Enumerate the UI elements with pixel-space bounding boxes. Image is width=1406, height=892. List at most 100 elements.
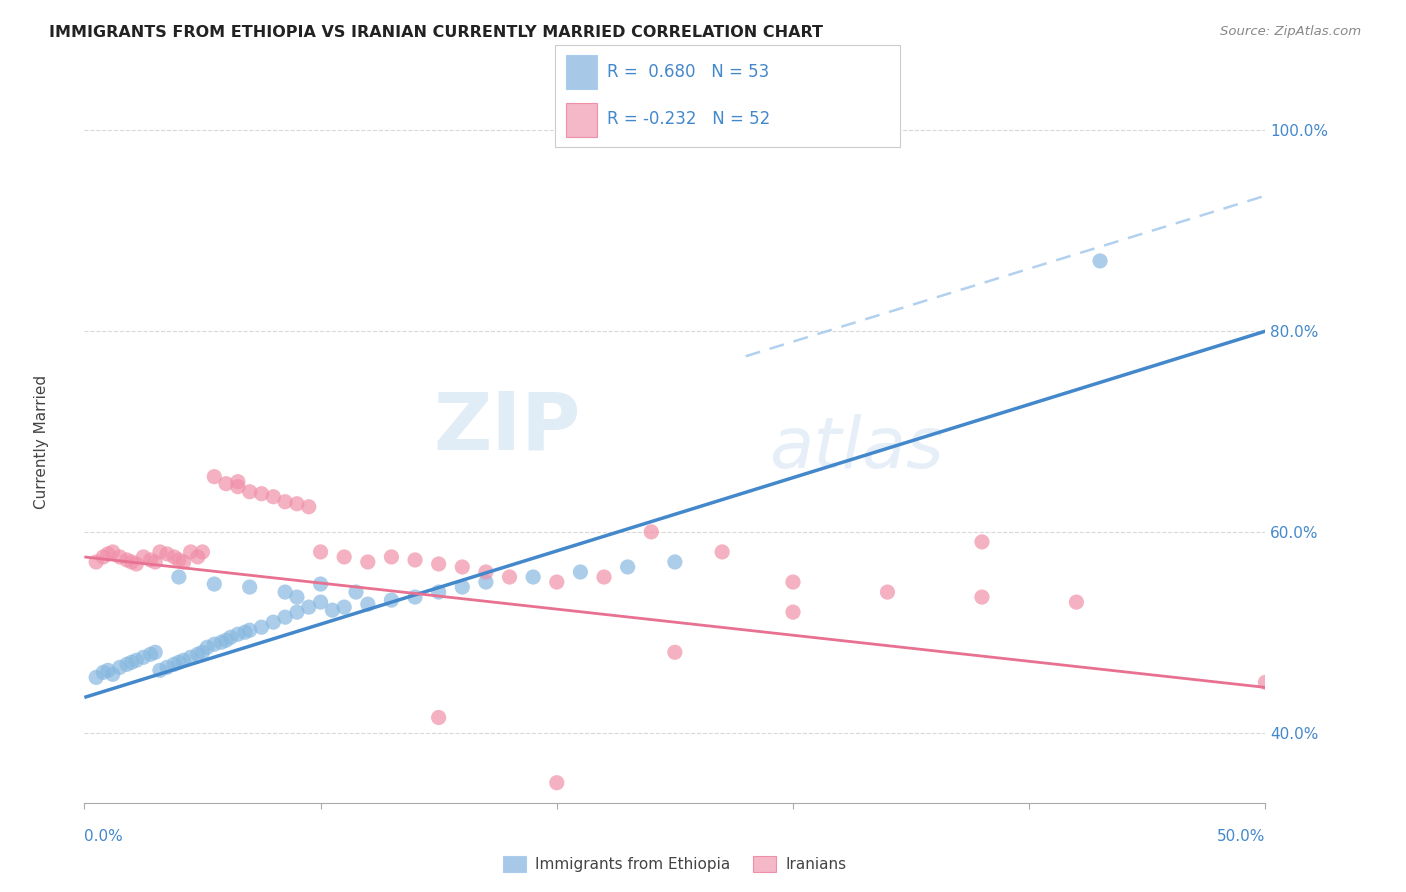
Point [309, 577, 332, 591]
Point [143, 645, 166, 659]
Point [782, 574, 804, 589]
Point [202, 469, 225, 483]
Point [298, 600, 321, 615]
Point [274, 585, 297, 599]
Point [195, 640, 218, 655]
Point [569, 565, 592, 579]
Point [285, 605, 308, 619]
Point [173, 555, 195, 569]
Point [451, 560, 474, 574]
Point [285, 590, 308, 604]
Point [167, 570, 190, 584]
Point [187, 549, 209, 564]
Point [250, 620, 273, 634]
Point [239, 623, 262, 637]
Point [522, 570, 544, 584]
Point [121, 555, 143, 569]
Point [262, 490, 284, 504]
Point [132, 549, 155, 564]
Point [226, 480, 249, 494]
Text: Currently Married: Currently Married [34, 375, 49, 508]
Point [427, 710, 450, 724]
Point [108, 660, 131, 674]
Point [180, 650, 202, 665]
Point [782, 605, 804, 619]
Point [451, 580, 474, 594]
Point [970, 534, 993, 549]
Point [274, 494, 297, 508]
Point [121, 655, 143, 669]
Point [180, 545, 202, 559]
Point [167, 655, 190, 669]
Point [125, 557, 148, 571]
Point [202, 637, 225, 651]
Point [97, 547, 120, 561]
Point [84, 555, 107, 569]
Text: 50.0%: 50.0% [1218, 829, 1265, 844]
Point [404, 553, 426, 567]
Point [250, 487, 273, 501]
Point [298, 500, 321, 514]
Point [664, 645, 686, 659]
Point [219, 630, 242, 644]
Point [115, 657, 138, 672]
Point [139, 648, 162, 662]
Point [640, 524, 662, 539]
Text: Source: ZipAtlas.com: Source: ZipAtlas.com [1220, 25, 1361, 38]
Point [167, 553, 190, 567]
Point [427, 585, 450, 599]
Point [664, 555, 686, 569]
Point [711, 545, 734, 559]
Point [139, 553, 162, 567]
FancyBboxPatch shape [555, 45, 900, 147]
Point [309, 595, 332, 609]
Point [191, 645, 214, 659]
Point [321, 603, 343, 617]
FancyBboxPatch shape [565, 55, 596, 88]
Point [91, 665, 114, 680]
Point [357, 555, 380, 569]
Point [191, 545, 214, 559]
FancyBboxPatch shape [565, 103, 596, 137]
Point [333, 600, 356, 615]
Point [404, 590, 426, 604]
Text: IMMIGRANTS FROM ETHIOPIA VS IRANIAN CURRENTLY MARRIED CORRELATION CHART: IMMIGRANTS FROM ETHIOPIA VS IRANIAN CURR… [49, 25, 823, 40]
Point [970, 590, 993, 604]
Point [309, 545, 332, 559]
Point [163, 549, 186, 564]
Point [380, 593, 402, 607]
Point [262, 615, 284, 630]
Point [132, 650, 155, 665]
Point [876, 585, 898, 599]
Point [97, 664, 120, 678]
Point [344, 585, 367, 599]
Point [173, 653, 195, 667]
Point [427, 557, 450, 571]
Point [1066, 595, 1088, 609]
Point [546, 776, 568, 790]
Point [226, 475, 249, 489]
Point [1088, 253, 1111, 268]
Point [616, 560, 638, 574]
Point [357, 597, 380, 611]
Point [156, 547, 179, 561]
Point [91, 549, 114, 564]
Point [149, 664, 172, 678]
Text: 0.0%: 0.0% [84, 829, 124, 844]
Text: ZIP: ZIP [433, 388, 581, 467]
Point [84, 670, 107, 684]
Point [215, 633, 238, 648]
Point [125, 653, 148, 667]
Point [475, 565, 498, 579]
Point [380, 549, 402, 564]
Point [209, 635, 232, 649]
Point [333, 549, 356, 564]
Point [101, 545, 124, 559]
Legend: Immigrants from Ethiopia, Iranians: Immigrants from Ethiopia, Iranians [498, 850, 852, 879]
Point [233, 625, 256, 640]
Text: R =  0.680   N = 53: R = 0.680 N = 53 [607, 63, 769, 81]
Text: atlas: atlas [769, 414, 943, 483]
Point [156, 660, 179, 674]
Point [187, 648, 209, 662]
Point [239, 580, 262, 594]
